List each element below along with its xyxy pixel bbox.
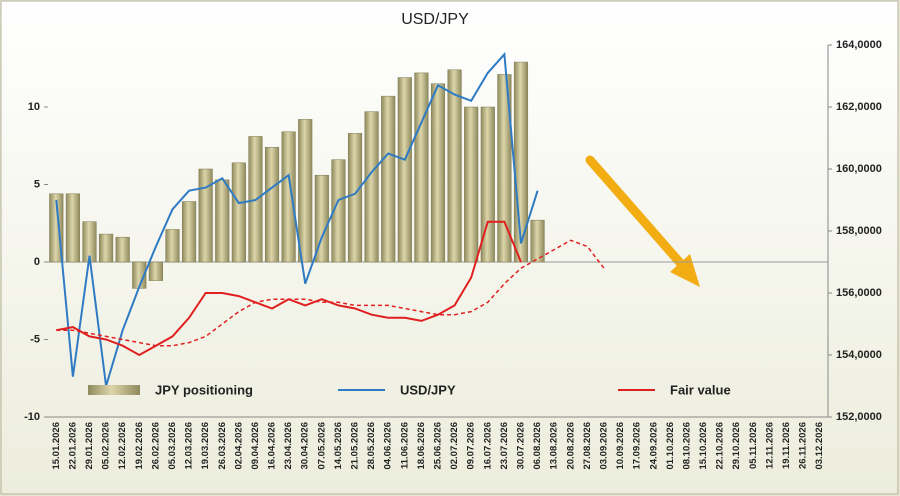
x-tick-label: 18.06.2026 (416, 422, 427, 470)
bar (99, 233, 114, 263)
x-tick-label: 09.04.2026 (250, 422, 261, 470)
x-tick-label: 29.01.2026 (84, 422, 95, 470)
x-tick-label: 05.03.2026 (167, 422, 178, 470)
y-tick-label: 10 (28, 101, 40, 113)
x-tick-label: 03.12.2026 (814, 422, 825, 470)
bar (430, 83, 446, 263)
y2-tick-label: 158,0000 (836, 225, 882, 237)
y2-tick-label: 152,0000 (836, 411, 882, 423)
bar (298, 119, 313, 263)
bar (347, 133, 363, 263)
y2-tick-label: 156,0000 (836, 287, 882, 299)
line (56, 239, 605, 347)
y-tick-label: 0 (34, 256, 40, 268)
bar (215, 179, 230, 263)
x-tick-label: 06.08.2026 (532, 422, 543, 470)
x-tick-label: 26.02.2026 (150, 422, 161, 470)
bar (397, 77, 412, 263)
x-tick-label: 05.02.2026 (101, 422, 112, 470)
x-tick-label: 12.02.2026 (117, 422, 128, 470)
legend-label: Fair value (670, 382, 731, 397)
bar (231, 162, 246, 263)
x-tick-label: 23.04.2026 (283, 422, 294, 470)
x-tick-label: 19.03.2026 (200, 422, 211, 470)
x-tick-label: 25.06.2026 (433, 422, 444, 470)
x-tick-label: 30.07.2026 (515, 422, 526, 470)
x-tick-label: 14.05.2026 (333, 422, 344, 470)
bar (530, 219, 545, 263)
bar (480, 106, 495, 263)
x-tick-label: 21.05.2026 (350, 422, 361, 470)
y2-tick-label: 162,0000 (836, 101, 882, 113)
bar (281, 131, 296, 263)
x-tick-label: 03.09.2026 (598, 422, 609, 470)
x-tick-label: 07.05.2026 (316, 422, 327, 470)
x-tick-label: 15.10.2026 (698, 422, 709, 470)
x-tick-label: 04.06.2026 (383, 422, 394, 470)
y2-tick-label: 154,0000 (836, 349, 882, 361)
x-tick-label: 26.03.2026 (217, 422, 228, 470)
x-tick-label: 28.05.2026 (366, 422, 377, 470)
bar (364, 111, 379, 263)
x-tick-label: 23.07.2026 (499, 422, 510, 470)
x-tick-label: 12.11.2026 (764, 422, 775, 469)
x-tick-label: 15.01.2026 (51, 422, 62, 470)
bar (182, 201, 197, 263)
legend-label: USD/JPY (400, 382, 456, 397)
y-tick-label: -10 (24, 411, 40, 423)
x-tick-label: 29.10.2026 (731, 422, 742, 470)
y-tick-label: 5 (34, 178, 40, 190)
bar (381, 95, 396, 263)
x-tick-label: 17.09.2026 (632, 422, 643, 470)
line (55, 51, 539, 387)
bar (65, 193, 80, 263)
x-tick-label: 02.04.2026 (233, 422, 244, 470)
x-tick-label: 30.04.2026 (300, 422, 311, 470)
x-tick-label: 19.11.2026 (781, 422, 792, 469)
y2-tick-label: 160,0000 (836, 163, 882, 175)
x-tick-label: 16.04.2026 (267, 422, 278, 470)
x-tick-label: 13.08.2026 (549, 422, 560, 470)
legend-swatch (88, 385, 140, 395)
x-tick-label: 12.03.2026 (184, 422, 195, 470)
bar (115, 236, 130, 263)
bar (264, 147, 280, 263)
legend: JPY positioning USD/JPY Fair value (88, 382, 731, 397)
bar (165, 229, 180, 263)
x-tick-label: 22.01.2026 (67, 422, 78, 470)
x-tick-label: 02.07.2026 (449, 422, 460, 470)
x-tick-label: 26.11.2026 (798, 422, 809, 469)
x-tick-label: 08.10.2026 (681, 422, 692, 470)
bar (464, 106, 479, 263)
x-tick-label: 16.07.2026 (482, 422, 493, 470)
bar (447, 69, 462, 263)
bar (414, 72, 429, 263)
x-tick-label: 22.10.2026 (715, 422, 726, 470)
x-tick-label: 01.10.2026 (665, 422, 676, 470)
y2-tick-label: 164,0000 (836, 39, 882, 51)
x-tick-label: 10.09.2026 (615, 422, 626, 470)
x-tick-label: 11.06.2026 (399, 422, 410, 469)
x-tick-label: 20.08.2026 (565, 422, 576, 470)
x-tick-label: 19.02.2026 (134, 422, 145, 470)
y-tick-label: -5 (30, 333, 40, 345)
bar (497, 74, 512, 263)
bar (314, 174, 329, 263)
legend-label: JPY positioning (155, 382, 253, 397)
bar (331, 159, 346, 263)
x-tick-label: 05.11.2026 (748, 422, 759, 469)
bar (198, 168, 213, 263)
x-tick-label: 09.07.2026 (466, 422, 477, 470)
x-tick-label: 24.09.2026 (648, 422, 659, 470)
chart-title: USD/JPY (401, 11, 469, 28)
x-tick-label: 27.08.2026 (582, 422, 593, 470)
bar (148, 261, 163, 281)
